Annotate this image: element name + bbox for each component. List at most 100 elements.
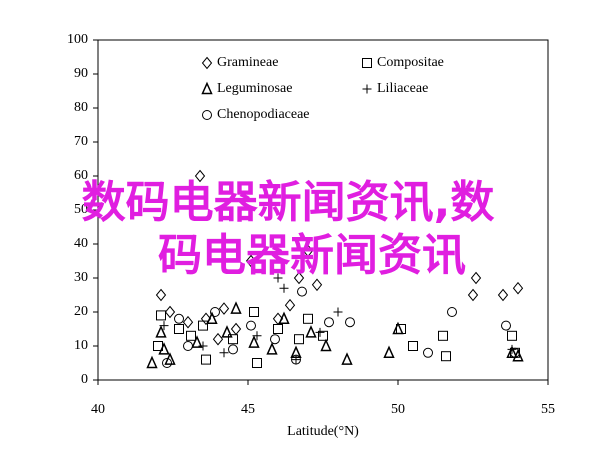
legend-label: Compositae [377, 55, 444, 70]
point [467, 288, 479, 302]
point [305, 325, 317, 338]
legend-marker [362, 58, 372, 68]
point [470, 271, 482, 285]
point [318, 330, 328, 341]
point [206, 311, 218, 325]
legend-label: Liliaceae [377, 81, 428, 96]
point [228, 344, 238, 355]
point [266, 342, 278, 355]
point [507, 330, 517, 341]
point [438, 330, 448, 341]
point [230, 301, 242, 314]
point [333, 307, 343, 317]
y-tick-label: 20 [74, 304, 88, 319]
point [218, 302, 230, 315]
point [278, 311, 290, 325]
point [315, 327, 325, 337]
y-tick-label: 100 [67, 32, 88, 47]
x-axis-label: Latitude(°N) [287, 424, 359, 439]
point [297, 286, 307, 297]
point [201, 354, 211, 365]
point [194, 169, 206, 183]
point [270, 334, 280, 345]
point [219, 348, 229, 358]
point [506, 345, 518, 359]
point [324, 317, 334, 328]
point [249, 307, 259, 317]
point [245, 254, 257, 268]
point [162, 358, 172, 368]
point [158, 342, 170, 355]
point [200, 312, 212, 326]
legend-marker [362, 84, 372, 94]
legend-marker [201, 81, 213, 95]
point [228, 334, 238, 345]
legend-label: Leguminosae [217, 81, 292, 96]
point [186, 330, 196, 341]
point [198, 320, 208, 331]
point [447, 307, 457, 317]
point [212, 332, 224, 346]
point [345, 317, 355, 328]
point [210, 307, 220, 317]
point [198, 341, 208, 351]
x-tick-label: 50 [391, 402, 405, 417]
point [497, 288, 509, 302]
point [252, 358, 262, 368]
y-tick-label: 80 [74, 100, 88, 115]
point [284, 298, 296, 312]
point [512, 281, 524, 295]
y-tick-label: 60 [74, 168, 88, 183]
point [408, 341, 418, 351]
point [291, 355, 301, 365]
x-tick-label: 45 [241, 402, 255, 417]
point [174, 324, 184, 334]
point [303, 313, 313, 324]
point [423, 347, 433, 358]
point [174, 313, 184, 324]
point [279, 283, 289, 293]
point [146, 355, 158, 369]
overlay-text: 数码电器新闻资讯,数 [82, 177, 495, 228]
point [252, 331, 262, 341]
legend-marker [201, 56, 213, 70]
point [273, 324, 283, 334]
point [221, 325, 233, 338]
point [155, 325, 167, 338]
legend-marker [202, 110, 212, 120]
y-tick-label: 10 [74, 338, 88, 353]
point [341, 352, 353, 365]
point [311, 278, 323, 292]
legend-label: Gramineae [217, 55, 278, 70]
point [246, 320, 256, 331]
y-tick-label: 90 [74, 66, 88, 81]
y-tick-label: 70 [74, 134, 88, 149]
point [273, 273, 283, 283]
point [512, 348, 524, 362]
point [183, 341, 193, 351]
point [159, 321, 169, 331]
y-tick-label: 30 [74, 270, 88, 285]
point [230, 322, 242, 336]
point [182, 315, 194, 329]
point [501, 320, 511, 331]
point [383, 345, 395, 359]
y-tick-label: 0 [81, 372, 88, 387]
point [441, 351, 451, 362]
point [248, 335, 260, 348]
point [191, 335, 203, 348]
y-tick-label: 40 [74, 236, 88, 251]
y-tick-label: 50 [74, 202, 88, 217]
point [293, 271, 305, 285]
point [392, 321, 404, 335]
x-tick-label: 55 [541, 402, 555, 417]
point [302, 244, 314, 258]
point [155, 288, 167, 302]
point [164, 305, 176, 319]
x-tick-label: 40 [91, 402, 105, 417]
overlay-text: 码电器新闻资讯 [158, 230, 466, 281]
point [291, 354, 301, 365]
point [320, 338, 332, 352]
point [294, 334, 304, 345]
point [156, 310, 166, 321]
